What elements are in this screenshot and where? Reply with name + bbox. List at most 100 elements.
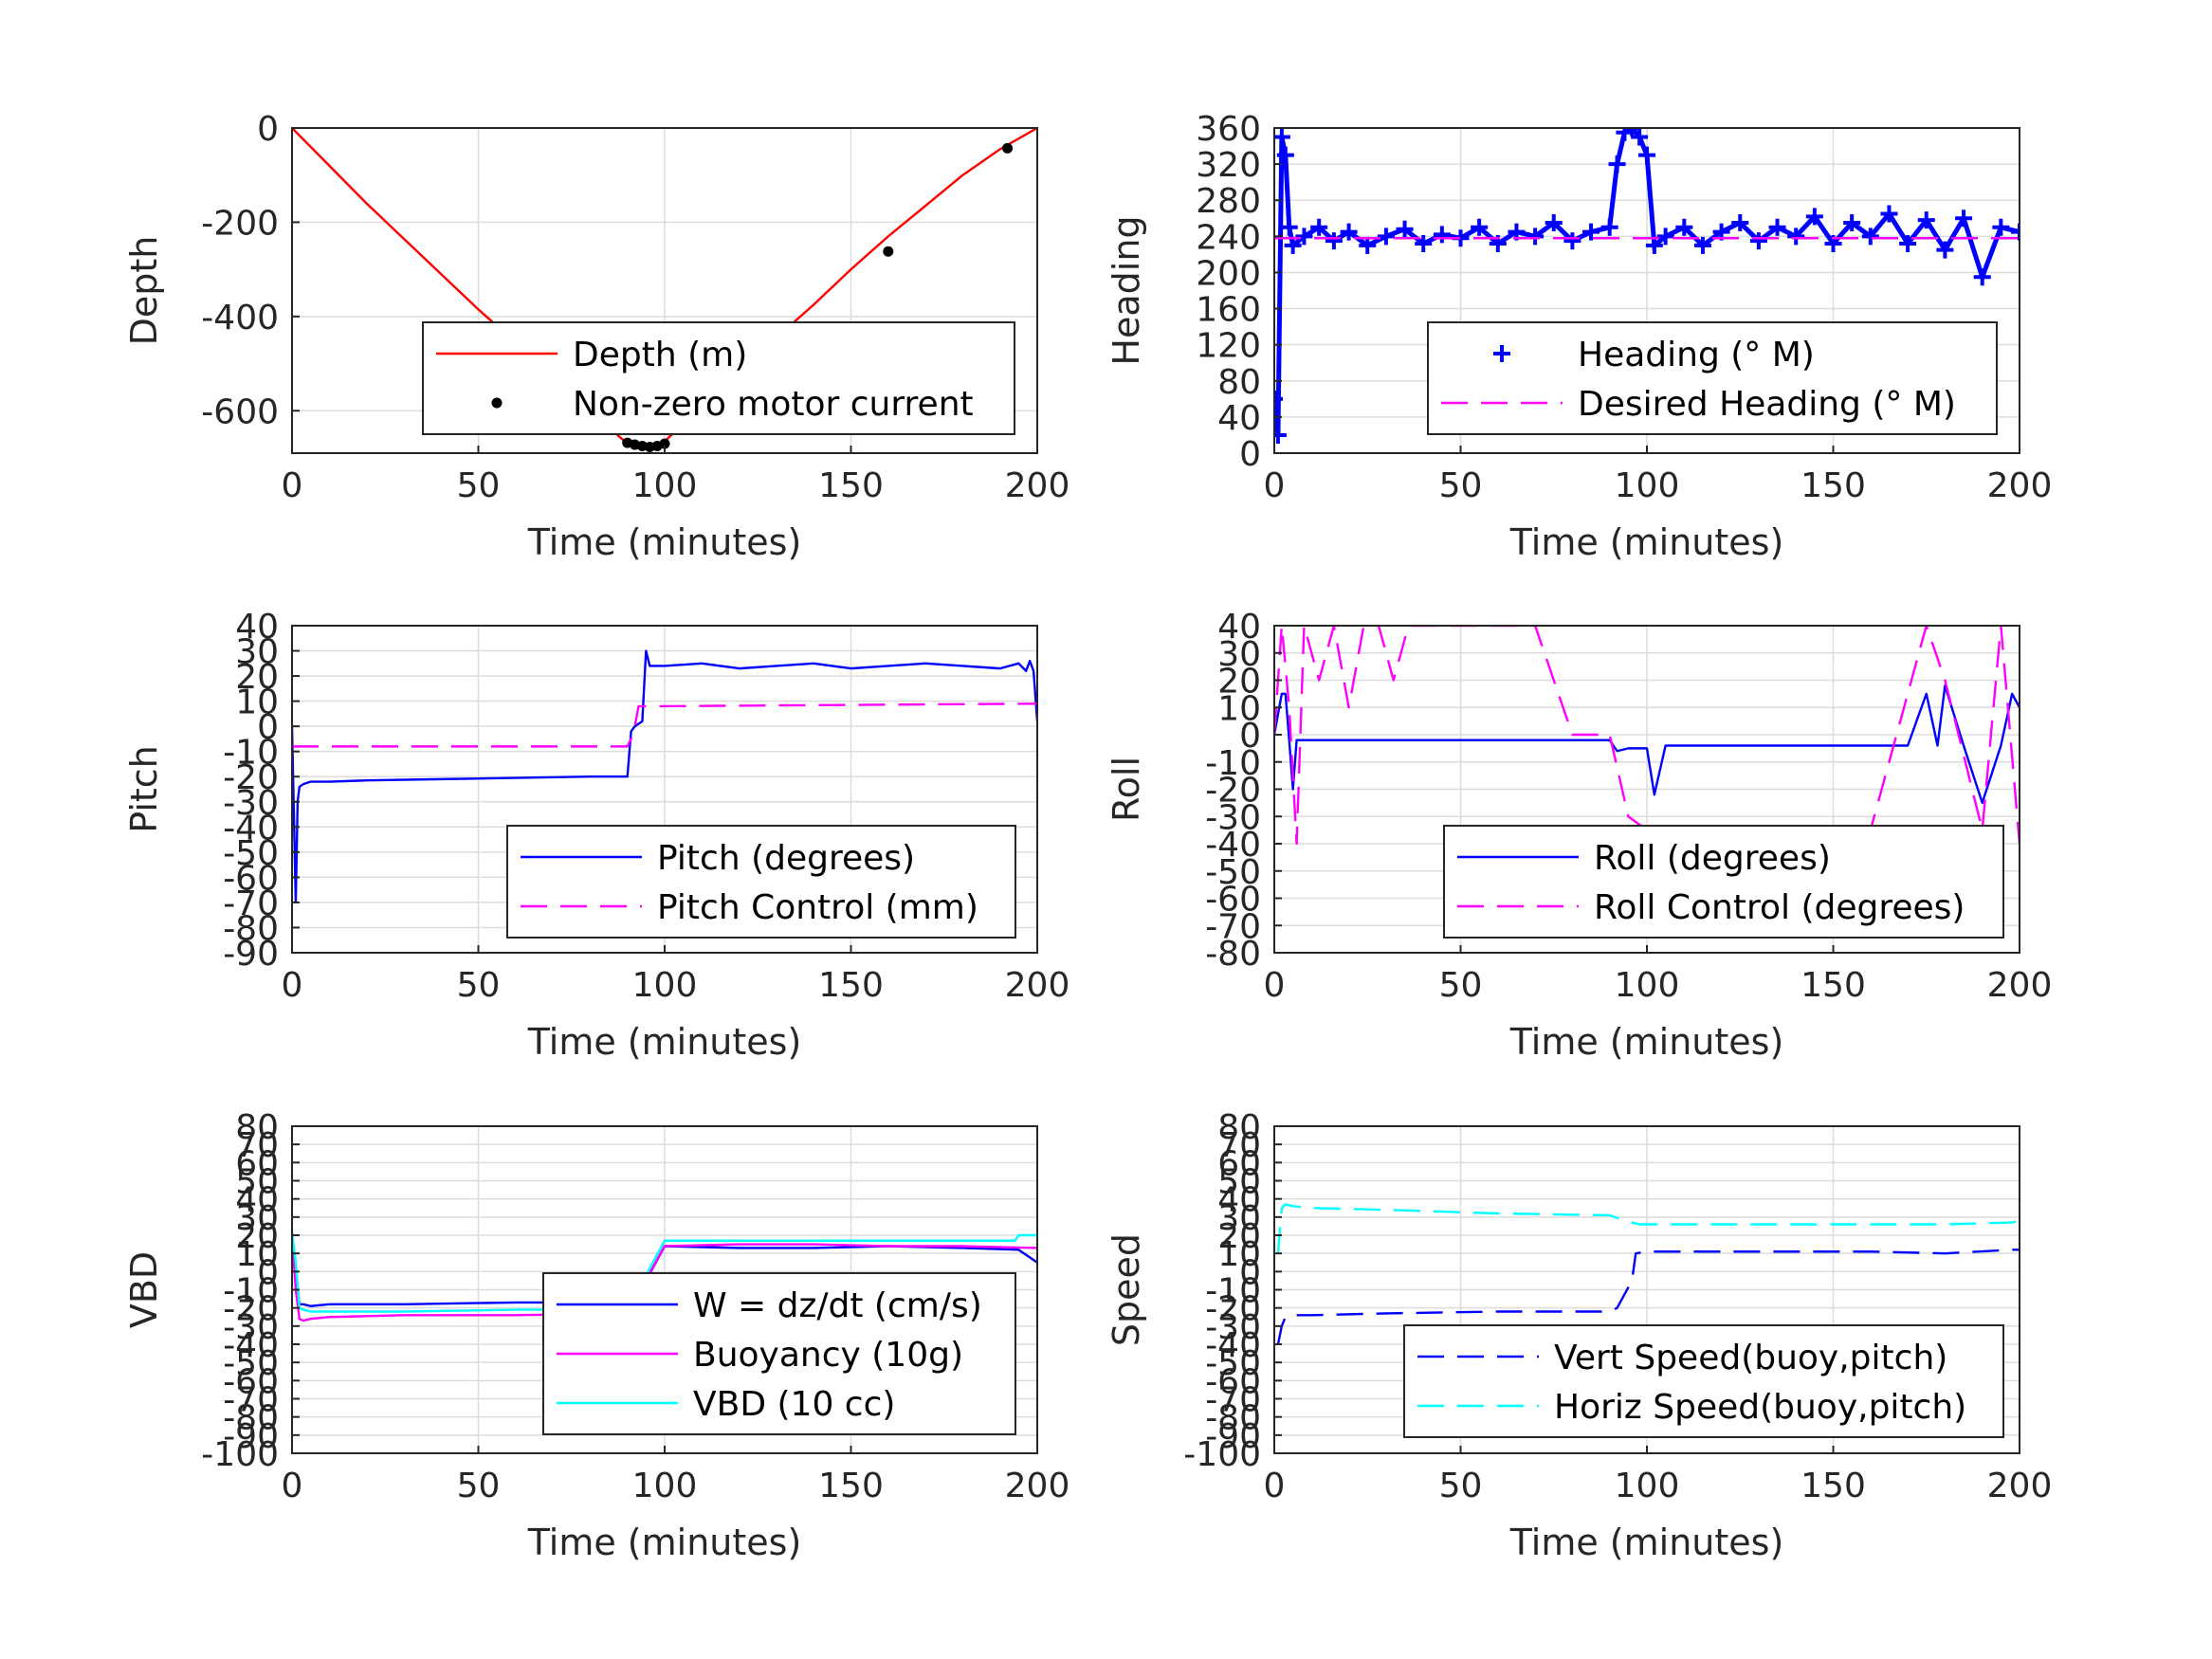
y-tick-label: -10 xyxy=(1205,1272,1261,1311)
series-heading-m-marker xyxy=(1731,214,1749,232)
legend-label: Horiz Speed(buoy,pitch) xyxy=(1554,1388,1966,1427)
series-heading-m-marker xyxy=(1936,241,1954,259)
y-axis-label: VBD xyxy=(123,1251,165,1328)
chart-panel-speed: 0 50 100 150 20080706050403020100-10-20-30-4… xyxy=(1106,1108,2052,1563)
y-axis-label: Speed xyxy=(1106,1233,1147,1346)
series-pitch-degrees-line xyxy=(292,649,1037,904)
legend-marker xyxy=(491,397,503,409)
x-tick-label: 100 xyxy=(632,966,698,1005)
series-heading-m-marker xyxy=(2011,223,2020,241)
series-horiz-speed-buoy-pitch-line xyxy=(1276,1203,2020,1254)
chart-panel-heading: 0 50 100 150 20004080120160200240280320360Ti… xyxy=(1106,110,2052,563)
y-tick-label: 30 xyxy=(235,1199,279,1238)
y-tick-label: -100 xyxy=(1183,1435,1261,1474)
legend-label: VBD (10 cc) xyxy=(693,1385,895,1424)
y-tick-label: -20 xyxy=(1205,1290,1261,1329)
y-tick-label: 20 xyxy=(235,658,279,697)
legend-label: Roll Control (degrees) xyxy=(1594,888,1965,927)
series-heading-m-marker xyxy=(1768,218,1786,236)
y-tick-label: -60 xyxy=(1205,881,1261,920)
y-tick-label: 360 xyxy=(1196,110,1261,149)
chart-panel-vbd: 0 50 100 150 20080706050403020100-10-20-30-4… xyxy=(123,1108,1069,1563)
series-roll-degrees-line xyxy=(1274,684,2020,805)
legend-label: Vert Speed(buoy,pitch) xyxy=(1554,1339,1947,1377)
x-tick-label: 200 xyxy=(1987,466,2053,505)
y-tick-label: -10 xyxy=(223,734,279,773)
y-tick-label: 30 xyxy=(1217,635,1261,674)
series-heading-m-marker xyxy=(1645,236,1663,254)
x-tick-label: 0 xyxy=(282,966,303,1005)
x-tick-label: 100 xyxy=(1615,1467,1680,1505)
series-heading-m-marker xyxy=(1396,220,1414,238)
y-tick-label: 80 xyxy=(235,1108,279,1147)
y-tick-label: 160 xyxy=(1196,291,1261,330)
x-tick-label: 150 xyxy=(818,466,884,505)
x-tick-label: 200 xyxy=(1987,966,2053,1005)
y-tick-label: -600 xyxy=(201,392,279,431)
y-axis-label: Pitch xyxy=(123,745,165,833)
x-tick-label: 150 xyxy=(1801,1467,1866,1505)
y-tick-label: -100 xyxy=(201,1435,279,1474)
series-non-zero-motor-current-point xyxy=(1002,142,1014,154)
y-tick-label: 0 xyxy=(1239,717,1261,756)
y-tick-label: -20 xyxy=(223,758,279,797)
y-tick-label: 0 xyxy=(257,708,279,747)
series-buoyancy-10g-line xyxy=(292,1234,1037,1322)
y-tick-label: -30 xyxy=(1205,798,1261,837)
y-tick-label: 20 xyxy=(1217,1217,1261,1256)
series-heading-m-marker xyxy=(1623,128,1641,137)
y-tick-label: -30 xyxy=(223,1308,279,1347)
data-layer xyxy=(292,128,1037,453)
series-heading-m-marker xyxy=(1631,128,1649,146)
y-tick-label: -60 xyxy=(223,859,279,898)
series-roll-control-degrees-line xyxy=(1274,626,2020,846)
y-tick-label: -80 xyxy=(223,909,279,948)
y-tick-label: 40 xyxy=(1217,608,1261,647)
y-tick-label: 60 xyxy=(235,1144,279,1183)
series-heading-m-marker xyxy=(1274,128,1290,146)
y-tick-label: -40 xyxy=(223,809,279,848)
y-tick-label: 40 xyxy=(1217,399,1261,438)
legend-box xyxy=(1427,321,1998,435)
y-tick-label: 0 xyxy=(257,1253,279,1292)
series-non-zero-motor-current-point xyxy=(883,246,894,257)
y-tick-label: 20 xyxy=(1217,663,1261,702)
y-tick-label: -40 xyxy=(1205,1326,1261,1365)
data-layer xyxy=(292,649,1037,904)
series-heading-m-marker xyxy=(1656,228,1674,246)
y-tick-label: 40 xyxy=(1217,1181,1261,1220)
y-tick-label: 20 xyxy=(235,1217,279,1256)
y-tick-label: -50 xyxy=(1205,1344,1261,1383)
y-tick-label: 200 xyxy=(1196,254,1261,293)
y-tick-label: -30 xyxy=(1205,1308,1261,1347)
x-tick-label: 50 xyxy=(457,1467,501,1505)
y-tick-label: -40 xyxy=(223,1326,279,1365)
series-pitch-control-mm-line xyxy=(292,702,1037,748)
data-layer xyxy=(1276,1203,2020,1345)
y-tick-label: 80 xyxy=(1217,1108,1261,1147)
x-axis-label: Time (minutes) xyxy=(1509,1021,1784,1063)
y-tick-label: -70 xyxy=(1205,907,1261,946)
x-axis-label: Time (minutes) xyxy=(527,1522,802,1563)
series-heading-m-marker xyxy=(1582,223,1600,241)
x-tick-label: 50 xyxy=(1439,966,1483,1005)
y-tick-label: -90 xyxy=(223,1417,279,1456)
x-tick-label: 0 xyxy=(282,466,303,505)
x-tick-label: 200 xyxy=(1987,1467,2053,1505)
legend-box xyxy=(422,321,1015,435)
y-tick-label: -30 xyxy=(223,784,279,823)
x-tick-label: 150 xyxy=(1801,466,1866,505)
y-tick-label: -50 xyxy=(223,834,279,873)
x-tick-label: 0 xyxy=(1264,966,1286,1005)
y-tick-label: 280 xyxy=(1196,182,1261,221)
y-tick-label: 240 xyxy=(1196,218,1261,257)
legend: W = dz/dt (cm/s) Buoyancy (10g) VBD (10 cc… xyxy=(542,1272,1016,1435)
y-tick-label: 0 xyxy=(257,110,279,149)
legend-label: Pitch Control (mm) xyxy=(657,888,978,927)
legend-label: Non-zero motor current xyxy=(573,385,974,424)
series-heading-m-marker xyxy=(1471,218,1489,236)
legend-label: Desired Heading (° M) xyxy=(1578,385,1956,424)
series-heading-m-marker xyxy=(1955,210,1973,228)
chart-panel-depth: 0 50 100 150 200 0 -200 -400 -600 Time (minutes) D… xyxy=(123,110,1069,563)
